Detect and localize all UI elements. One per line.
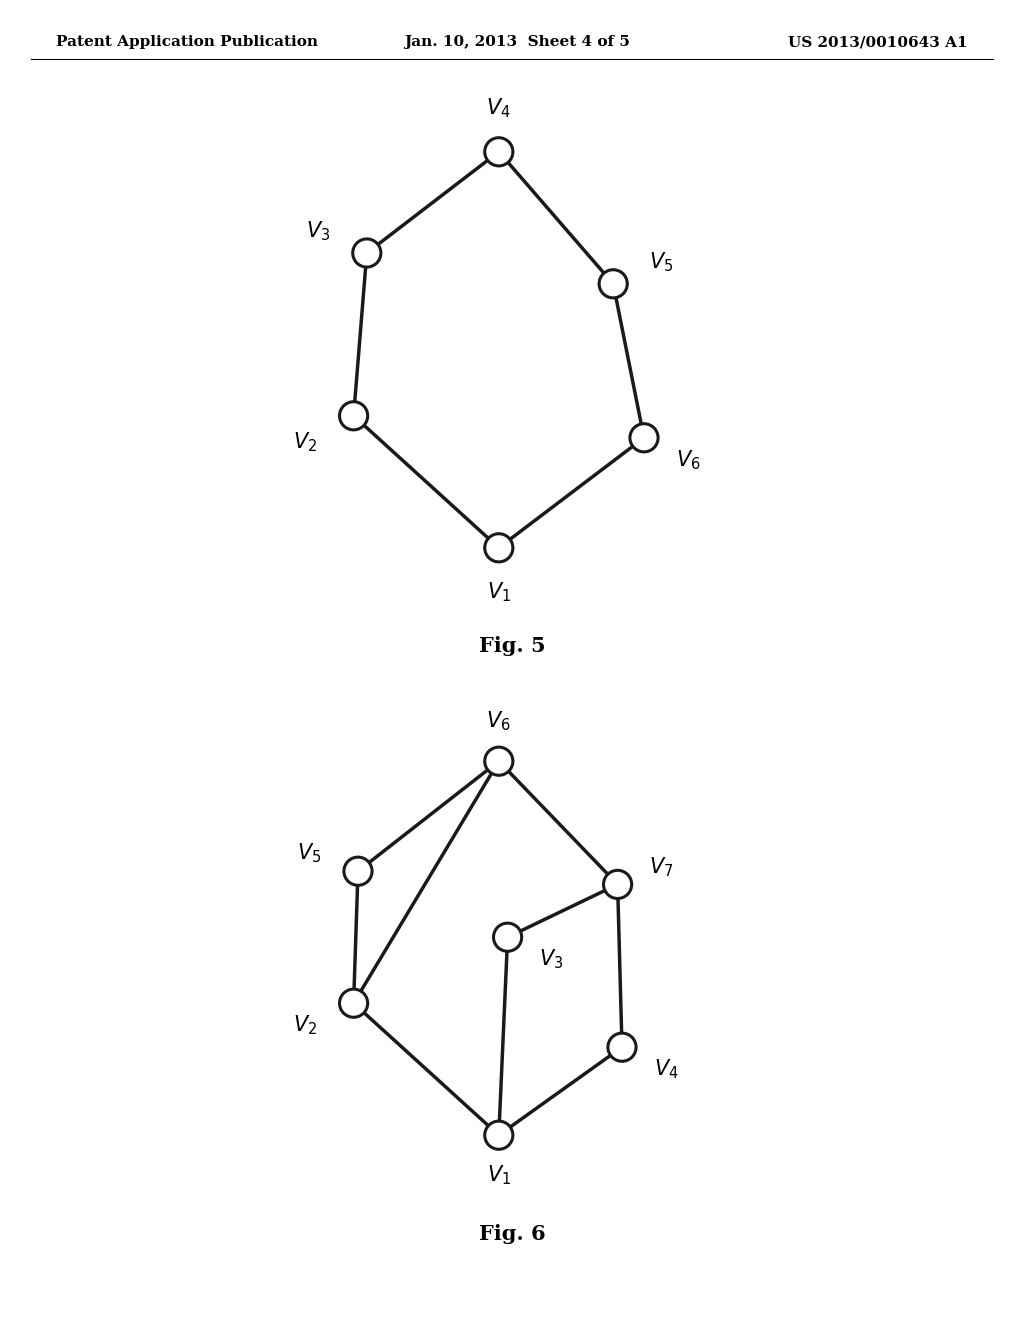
Text: $\mathit{V}_{2}$: $\mathit{V}_{2}$ [293, 430, 317, 454]
Circle shape [603, 870, 632, 899]
Text: $\mathit{V}_{1}$: $\mathit{V}_{1}$ [486, 579, 511, 603]
Text: $\mathit{V}_{3}$: $\mathit{V}_{3}$ [306, 219, 331, 243]
Circle shape [484, 1121, 513, 1150]
Circle shape [599, 269, 628, 298]
Text: $\mathit{V}_{1}$: $\mathit{V}_{1}$ [486, 1163, 511, 1187]
Text: US 2013/0010643 A1: US 2013/0010643 A1 [788, 36, 968, 49]
Circle shape [484, 747, 513, 775]
Circle shape [340, 989, 368, 1018]
Text: $\mathit{V}_{6}$: $\mathit{V}_{6}$ [676, 447, 700, 471]
Text: $\mathit{V}_{5}$: $\mathit{V}_{5}$ [649, 249, 674, 273]
Text: $\mathit{V}_{7}$: $\mathit{V}_{7}$ [649, 855, 674, 879]
Text: $\mathit{V}_{2}$: $\mathit{V}_{2}$ [293, 1014, 317, 1038]
Text: $\mathit{V}_{3}$: $\mathit{V}_{3}$ [540, 948, 564, 972]
Circle shape [484, 137, 513, 166]
Circle shape [340, 401, 368, 430]
Text: Fig. 6: Fig. 6 [478, 1224, 546, 1243]
Circle shape [630, 424, 658, 451]
Circle shape [344, 857, 372, 886]
Circle shape [494, 923, 521, 952]
Text: Jan. 10, 2013  Sheet 4 of 5: Jan. 10, 2013 Sheet 4 of 5 [404, 36, 631, 49]
Text: Patent Application Publication: Patent Application Publication [56, 36, 318, 49]
Text: $\mathit{V}_{5}$: $\mathit{V}_{5}$ [297, 842, 322, 866]
Circle shape [608, 1034, 636, 1061]
Text: $\mathit{V}_{4}$: $\mathit{V}_{4}$ [486, 96, 511, 120]
Text: Fig. 5: Fig. 5 [478, 636, 546, 656]
Text: $\mathit{V}_{6}$: $\mathit{V}_{6}$ [486, 710, 511, 734]
Circle shape [484, 533, 513, 562]
Text: $\mathit{V}_{4}$: $\mathit{V}_{4}$ [653, 1057, 678, 1081]
Circle shape [352, 239, 381, 267]
